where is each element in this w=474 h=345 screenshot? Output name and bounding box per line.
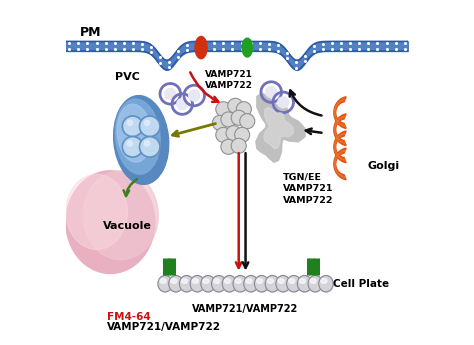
- Ellipse shape: [158, 276, 173, 292]
- Ellipse shape: [192, 279, 198, 283]
- Ellipse shape: [83, 171, 158, 260]
- Text: Golgi: Golgi: [367, 161, 399, 171]
- Circle shape: [231, 138, 246, 153]
- Text: Vacuole: Vacuole: [103, 220, 152, 230]
- Ellipse shape: [310, 279, 316, 283]
- Ellipse shape: [211, 276, 226, 292]
- Circle shape: [266, 87, 277, 98]
- Ellipse shape: [169, 276, 183, 292]
- Ellipse shape: [195, 37, 207, 59]
- Circle shape: [237, 102, 251, 117]
- Ellipse shape: [265, 276, 280, 292]
- Polygon shape: [334, 148, 346, 180]
- Ellipse shape: [171, 279, 177, 283]
- Text: VAMP721/VAMP722: VAMP721/VAMP722: [192, 304, 299, 314]
- Text: VAMP721/VAMP722: VAMP721/VAMP722: [107, 322, 221, 332]
- Circle shape: [278, 97, 289, 108]
- Circle shape: [127, 119, 133, 126]
- Ellipse shape: [115, 99, 160, 174]
- Ellipse shape: [114, 96, 169, 184]
- Circle shape: [228, 98, 243, 113]
- Ellipse shape: [289, 279, 295, 283]
- Polygon shape: [264, 107, 293, 149]
- Polygon shape: [255, 92, 305, 162]
- Ellipse shape: [300, 279, 306, 283]
- Ellipse shape: [321, 279, 327, 283]
- Polygon shape: [334, 114, 346, 146]
- Polygon shape: [335, 150, 345, 178]
- Ellipse shape: [233, 276, 247, 292]
- Circle shape: [177, 99, 188, 109]
- Ellipse shape: [255, 276, 269, 292]
- Circle shape: [216, 102, 231, 117]
- Ellipse shape: [278, 279, 284, 283]
- Circle shape: [189, 90, 200, 101]
- Circle shape: [216, 127, 231, 142]
- Ellipse shape: [214, 279, 220, 283]
- Polygon shape: [334, 97, 346, 128]
- Circle shape: [212, 115, 228, 130]
- Ellipse shape: [276, 276, 290, 292]
- Polygon shape: [335, 99, 345, 126]
- Circle shape: [122, 116, 143, 137]
- Circle shape: [144, 140, 150, 147]
- Polygon shape: [335, 116, 345, 143]
- Ellipse shape: [203, 279, 209, 283]
- Ellipse shape: [222, 276, 237, 292]
- Circle shape: [226, 126, 241, 141]
- Circle shape: [221, 139, 236, 154]
- Text: TGN/EE
VAMP721
VAMP722: TGN/EE VAMP721 VAMP722: [283, 172, 334, 205]
- Ellipse shape: [160, 279, 166, 283]
- Circle shape: [127, 140, 133, 147]
- Ellipse shape: [287, 276, 301, 292]
- Ellipse shape: [235, 279, 241, 283]
- Polygon shape: [334, 131, 346, 162]
- Circle shape: [139, 137, 160, 157]
- Ellipse shape: [308, 276, 322, 292]
- Polygon shape: [335, 133, 345, 160]
- Circle shape: [144, 119, 150, 126]
- Text: PVC: PVC: [115, 72, 140, 82]
- Ellipse shape: [117, 104, 152, 162]
- Text: Cell Plate: Cell Plate: [333, 279, 389, 289]
- Text: VAMP721
VAMP722: VAMP721 VAMP722: [204, 70, 252, 90]
- Ellipse shape: [297, 276, 312, 292]
- Ellipse shape: [267, 279, 273, 283]
- Circle shape: [231, 110, 246, 125]
- Circle shape: [122, 137, 143, 157]
- Circle shape: [165, 88, 176, 99]
- Circle shape: [221, 112, 236, 127]
- Circle shape: [139, 116, 160, 137]
- Circle shape: [235, 127, 250, 142]
- Text: FM4-64: FM4-64: [107, 312, 151, 322]
- Ellipse shape: [179, 276, 194, 292]
- Ellipse shape: [246, 279, 252, 283]
- Circle shape: [240, 114, 255, 129]
- Ellipse shape: [201, 276, 215, 292]
- Ellipse shape: [242, 38, 252, 57]
- Ellipse shape: [224, 279, 230, 283]
- Ellipse shape: [182, 279, 188, 283]
- Ellipse shape: [66, 171, 155, 274]
- Text: PM: PM: [80, 26, 101, 39]
- Ellipse shape: [190, 276, 204, 292]
- Ellipse shape: [244, 276, 258, 292]
- Ellipse shape: [66, 174, 128, 249]
- Ellipse shape: [256, 279, 263, 283]
- Ellipse shape: [319, 276, 333, 292]
